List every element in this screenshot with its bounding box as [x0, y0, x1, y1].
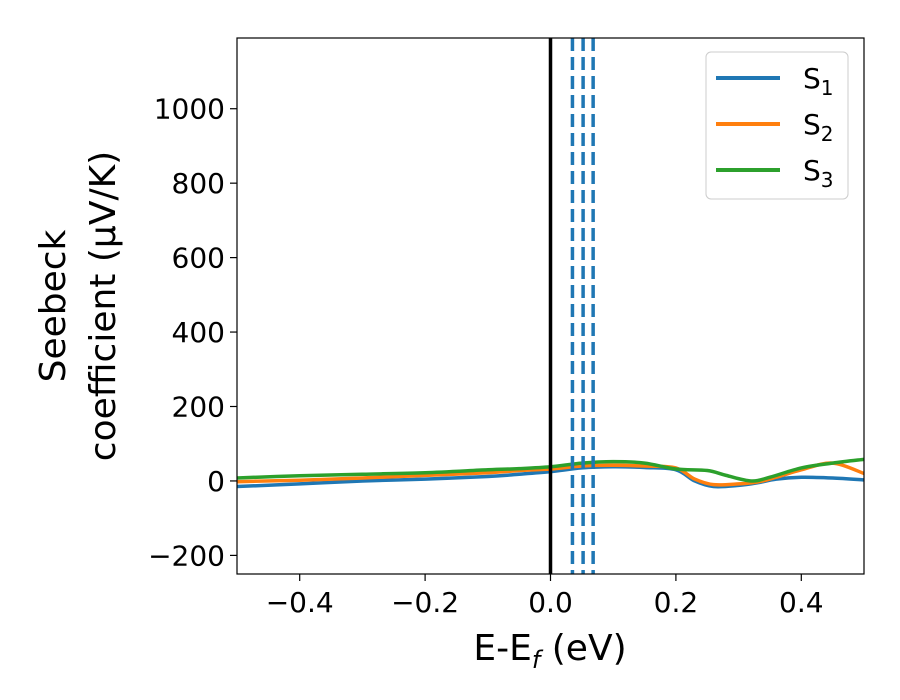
x-axis: −0.4 −0.2 0.0 0.2 0.4	[266, 574, 824, 619]
series-line-2	[237, 461, 864, 487]
y-tick-label: 600	[172, 242, 225, 275]
x-axis-label-unit: (eV)	[540, 628, 626, 669]
legend-label-sub: 2	[821, 122, 834, 146]
y-axis: −200 0 200 400 600 800 1000	[148, 93, 237, 572]
x-tick-label: −0.2	[391, 586, 459, 619]
legend-label-1: S1	[803, 62, 834, 100]
y-tick-label: −200	[148, 539, 225, 572]
y-tick-label: 0	[207, 465, 225, 498]
x-axis-label-main: E-E	[473, 628, 531, 669]
legend-label-sub: 3	[821, 168, 834, 192]
series-line-3	[237, 457, 864, 483]
x-tick-label: 0.2	[654, 586, 699, 619]
y-tick-label: 800	[172, 167, 225, 200]
y-tick-label: 400	[172, 316, 225, 349]
y-tick-label: 200	[172, 391, 225, 424]
legend-label-main: S	[803, 62, 821, 95]
legend-label-main: S	[803, 154, 821, 187]
x-tick-label: −0.4	[266, 586, 334, 619]
x-tick-label: 0.0	[528, 586, 573, 619]
legend-label-3: S3	[803, 154, 834, 192]
y-tick-label: 1000	[154, 93, 225, 126]
y-axis-label-line1: Seebeck	[33, 229, 74, 382]
legend-label-main: S	[803, 108, 821, 141]
x-axis-label: E-Ef (eV)	[473, 628, 626, 674]
y-axis-label-line2: coefficient (μV/K)	[83, 151, 124, 461]
legend-label-2: S2	[803, 108, 834, 146]
plot-area	[237, 38, 864, 574]
legend-label-sub: 1	[821, 76, 834, 100]
x-tick-label: 0.4	[779, 586, 824, 619]
